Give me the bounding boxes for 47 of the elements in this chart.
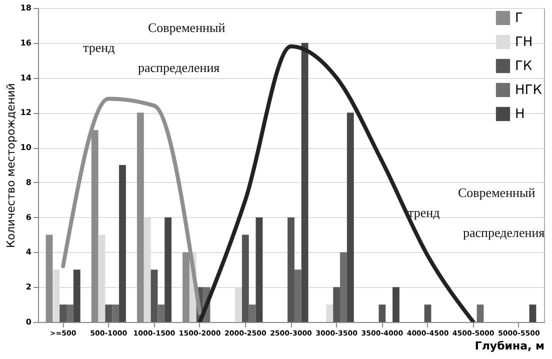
bar (392, 287, 400, 322)
annotation: Современный (458, 185, 536, 200)
legend-label: Г (515, 11, 523, 26)
bar (158, 304, 165, 322)
y-tick-label: 16 (20, 38, 32, 48)
bar (294, 270, 302, 322)
bar (301, 42, 308, 322)
bar (424, 304, 432, 322)
bar (346, 112, 354, 322)
legend-label: НГК (515, 83, 542, 98)
bar (164, 217, 172, 322)
annotation: тренд (408, 205, 440, 220)
y-tick-label: 18 (20, 4, 32, 12)
y-tick-label: 2 (26, 282, 32, 292)
legend-label: ГК (515, 59, 532, 74)
legend-label: Н (515, 107, 525, 122)
y-tick-label: 8 (26, 178, 32, 187)
bar (150, 270, 158, 322)
bar (256, 217, 263, 322)
bar (112, 304, 120, 322)
annotation: тренд (83, 40, 116, 55)
bar (105, 304, 112, 322)
bar (248, 304, 256, 322)
bar (476, 304, 484, 322)
x-axis-title: Глубина, м (474, 340, 544, 352)
bar (66, 304, 74, 322)
legend-label: ГН (515, 35, 533, 50)
bar (60, 304, 67, 322)
bar (73, 270, 80, 322)
annotation: распределения (138, 60, 220, 75)
bar (242, 234, 249, 322)
y-tick-label: 14 (20, 73, 32, 82)
y-axis-title: Количество месторождений (4, 83, 18, 248)
y-tick-label: 4 (26, 248, 32, 257)
y-tick-label: 0 (26, 318, 32, 326)
bar (340, 252, 347, 322)
bar (378, 304, 386, 322)
annotation: распределения (463, 225, 545, 240)
bar (326, 304, 334, 322)
bar (288, 217, 294, 322)
bar (529, 304, 536, 322)
y-tick-label: 10 (20, 143, 32, 152)
y-tick-label: 12 (20, 108, 32, 118)
annotation: Современный (148, 20, 226, 35)
bar (333, 287, 340, 322)
y-tick-label: 6 (26, 212, 32, 222)
bar (119, 165, 126, 322)
